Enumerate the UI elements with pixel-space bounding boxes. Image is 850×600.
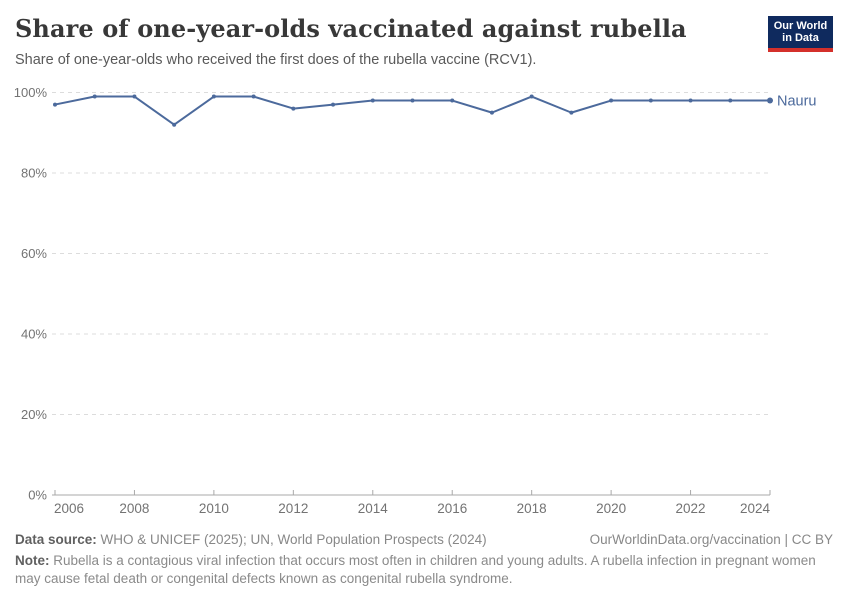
x-axis-label: 2024 [740, 501, 771, 516]
x-axis-label: 2012 [278, 501, 308, 516]
note-text: Rubella is a contagious viral infection … [15, 553, 816, 586]
data-point[interactable] [728, 98, 733, 103]
y-axis-label: 20% [21, 407, 47, 422]
x-axis-label: 2006 [54, 501, 84, 516]
data-source-label: Data source: [15, 532, 97, 547]
data-point[interactable] [53, 102, 57, 107]
note-label: Note: [15, 553, 50, 568]
y-axis-label: 60% [21, 246, 47, 261]
data-point[interactable] [609, 98, 614, 103]
data-point[interactable] [410, 98, 415, 103]
chart-title: Share of one-year-olds vaccinated agains… [15, 14, 687, 43]
data-point[interactable] [688, 98, 693, 103]
x-axis-label: 2008 [119, 501, 149, 516]
y-axis-label: 80% [21, 166, 47, 181]
data-point[interactable] [291, 106, 296, 111]
entity-label[interactable]: Nauru [777, 94, 817, 110]
data-point[interactable] [569, 110, 574, 115]
attribution-link[interactable]: OurWorldinData.org/vaccination | CC BY [589, 532, 833, 547]
data-point[interactable] [331, 102, 336, 107]
y-axis-label: 0% [28, 488, 47, 503]
data-point[interactable] [529, 94, 534, 99]
x-axis-label: 2010 [199, 501, 229, 516]
data-source-text: WHO & UNICEF (2025); UN, World Populatio… [96, 532, 487, 547]
data-point[interactable] [132, 94, 137, 99]
owid-logo[interactable]: Our World in Data [768, 16, 833, 52]
data-point[interactable] [251, 94, 256, 99]
owid-logo-line2: in Data [782, 32, 819, 44]
data-point[interactable] [370, 98, 375, 103]
y-axis-label: 40% [21, 327, 47, 342]
note-line: Note: Rubella is a contagious viral infe… [15, 552, 837, 588]
x-axis-label: 2022 [676, 501, 706, 516]
data-source-line: Data source: WHO & UNICEF (2025); UN, Wo… [15, 532, 487, 547]
data-point[interactable] [767, 97, 773, 104]
y-axis-label: 100% [14, 85, 48, 100]
x-axis-label: 2018 [517, 501, 547, 516]
data-point[interactable] [489, 110, 494, 115]
owid-logo-line1: Our World [773, 19, 828, 32]
chart-subtitle: Share of one-year-olds who received the … [15, 52, 537, 68]
x-axis-label: 2016 [437, 501, 467, 516]
x-axis-label: 2014 [358, 501, 389, 516]
data-point[interactable] [172, 122, 177, 127]
data-point[interactable] [211, 94, 216, 99]
data-point[interactable] [92, 94, 97, 99]
x-axis-label: 2020 [596, 501, 626, 516]
footer: Data source: WHO & UNICEF (2025); UN, Wo… [15, 532, 833, 547]
data-point[interactable] [450, 98, 455, 103]
data-point[interactable] [648, 98, 653, 103]
